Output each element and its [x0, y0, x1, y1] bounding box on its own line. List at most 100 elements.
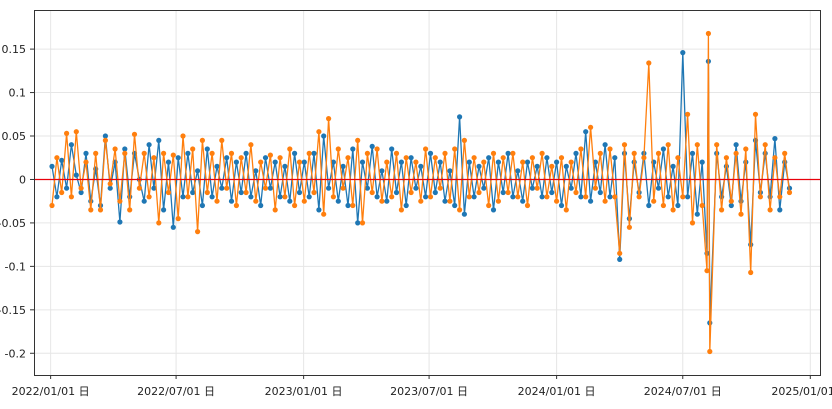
series-0-point-71: [393, 189, 400, 196]
series-1-point-9: [93, 150, 99, 156]
series-1-point-136: [705, 30, 712, 37]
series-1-point-113: [597, 150, 603, 156]
series-0-point-6: [78, 189, 84, 196]
series-1-point-120: [631, 150, 637, 156]
series-1-point-130: [680, 194, 686, 200]
series-1-point-42: [253, 198, 259, 204]
series-1-point-93: [500, 155, 506, 161]
series-1-point-46: [272, 207, 278, 213]
series-1-point-67: [374, 146, 380, 152]
series-0-point-55: [316, 207, 322, 213]
series-1-point-135: [704, 268, 710, 274]
series-0-point-33: [209, 194, 215, 200]
series-0-point-62: [350, 146, 356, 152]
series-1-point-75: [413, 159, 419, 165]
series-1-point-115: [607, 146, 613, 152]
y-tick-label-7: -0.2: [5, 347, 26, 360]
series-0-point-20: [146, 142, 152, 148]
series-1-point-85: [461, 137, 467, 143]
series-1-point-34: [214, 198, 220, 204]
series-1-point-92: [495, 198, 501, 204]
series-1-point-27: [180, 133, 186, 139]
series-0-point-112: [592, 159, 599, 165]
series-1-point-106: [563, 207, 569, 213]
series-0-point-131: [685, 194, 691, 200]
series-0-point-97: [520, 198, 526, 204]
series-1-line: [51, 32, 791, 353]
series-1-point-148: [762, 142, 768, 148]
series-0-point-30: [195, 168, 201, 174]
series-0-point-150: [772, 136, 778, 142]
series-0-point-59: [335, 198, 341, 204]
series-1-point-6: [78, 185, 84, 191]
series-1-point-96: [515, 194, 521, 200]
series-0-point-3: [64, 185, 70, 191]
series-1-point-37: [228, 150, 235, 156]
series-1-point-5: [73, 129, 79, 135]
series-1-point-10: [97, 207, 104, 213]
series-0-point-21: [151, 185, 157, 191]
series-1-point-125: [655, 150, 662, 156]
series-0-point-61: [345, 202, 351, 209]
series-1-point-116: [612, 194, 618, 200]
series-1-point-78: [427, 194, 434, 200]
series-1-point-111: [588, 124, 594, 130]
series-0-point-79: [432, 189, 438, 196]
series-1-point-101: [539, 150, 545, 156]
series-1-point-48: [282, 194, 288, 200]
series-1-point-94: [505, 189, 511, 196]
series-1-point-23: [161, 150, 167, 156]
series-0-point-85: [461, 211, 467, 217]
series-1-point-121: [636, 194, 642, 200]
series-0-point-84: [457, 114, 463, 120]
series-1-point-54: [311, 189, 317, 196]
series-0-point-101: [539, 194, 545, 200]
series-1-point-38: [233, 202, 239, 209]
y-tick-label-4: -0.05: [0, 217, 26, 230]
series-1-point-68: [379, 198, 385, 204]
series-1-point-19: [141, 150, 147, 156]
series-1-point-149: [767, 207, 773, 213]
series-1-point-36: [224, 185, 230, 191]
series-1-point-74: [408, 189, 414, 196]
series-0-point-25: [170, 224, 176, 230]
series-0-point-77: [423, 194, 429, 200]
series-0-point-110: [583, 129, 589, 135]
series-1-point-65: [364, 150, 370, 156]
series-1-point-4: [68, 194, 74, 200]
series-1-point-0: [49, 202, 55, 209]
series-1-point-114: [602, 198, 608, 204]
series-0-point-133: [694, 211, 700, 217]
series-1-point-8: [88, 207, 94, 213]
series-1-point-112: [592, 185, 599, 191]
x-tick-label-6: 2025/01/01 日: [771, 385, 832, 398]
series-0-point-132: [689, 150, 696, 156]
series-0-point-54: [311, 150, 317, 156]
series-0-point-50: [292, 150, 298, 156]
series-1-point-70: [389, 194, 395, 200]
series-1-point-151: [777, 194, 783, 200]
series-0-point-93: [500, 189, 506, 196]
series-0-point-111: [588, 198, 594, 204]
series-1-point-25: [170, 152, 176, 158]
series-0-point-114: [602, 142, 608, 148]
series-0-point-108: [573, 150, 579, 156]
series-1-point-56: [321, 211, 327, 217]
series-0-point-99: [529, 185, 536, 191]
series-1-point-98: [524, 202, 531, 209]
series-1-point-89: [481, 159, 487, 165]
series-1-point-7: [83, 159, 89, 165]
series-0-point-123: [646, 202, 652, 209]
series-1-point-117: [617, 250, 623, 256]
series-0-point-87: [471, 194, 477, 200]
series-1-point-49: [287, 146, 293, 152]
series-1-point-143: [738, 211, 744, 217]
series-0-point-125: [655, 185, 662, 191]
series-0-point-64: [359, 159, 366, 165]
series-1-point-118: [621, 142, 628, 148]
series-0-point-134: [699, 159, 705, 165]
series-1-point-108: [573, 189, 579, 196]
series-1-point-138: [714, 142, 720, 148]
series-1-point-141: [728, 198, 734, 204]
series-1-point-21: [151, 155, 157, 161]
